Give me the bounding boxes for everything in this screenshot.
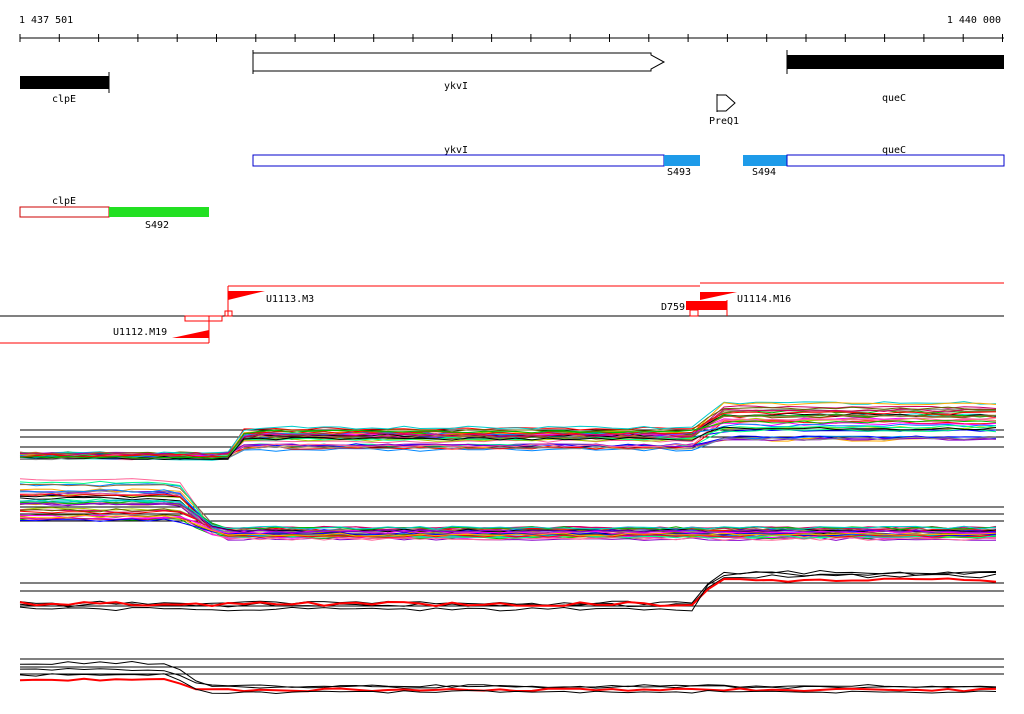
segment-d759-marker — [689, 309, 699, 317]
expression-panel-upstep — [19, 401, 1004, 461]
profile-curve — [19, 514, 997, 537]
profile-curve — [19, 411, 997, 458]
transcript-track: ykvI S493 S494 queC clpE S492 — [19, 145, 1005, 231]
profile-curve-selected — [19, 577, 997, 608]
expression-panel-downstep-selected — [19, 658, 1004, 695]
profile-curve — [19, 426, 997, 460]
segmentation-track: U1113.M3 U1112.M19 D759 U1114.M16 — [0, 282, 1004, 344]
segment-u1112-marker — [184, 315, 223, 322]
ruler-start-label: 1 437 501 — [19, 15, 73, 26]
transcript-clpE[interactable] — [19, 206, 110, 218]
profile-curve-selected — [19, 677, 997, 693]
utr-s492[interactable] — [109, 207, 209, 217]
utr-s492-label: S492 — [145, 220, 169, 231]
profile-curve — [19, 414, 997, 456]
utr-s494[interactable] — [743, 155, 787, 166]
riboswitch-preq1-label: PreQ1 — [709, 116, 739, 127]
profile-curve-selected — [19, 660, 997, 689]
utr-s493[interactable] — [664, 155, 700, 166]
profile-curve — [19, 518, 997, 537]
transcript-ykvI[interactable] — [252, 154, 665, 167]
segment-u1113-marker — [224, 310, 233, 317]
profile-curve — [19, 483, 997, 533]
segment-u1114-label: U1114.M16 — [737, 294, 791, 305]
profile-curve — [19, 492, 997, 534]
segment-u1112-flag[interactable] — [172, 330, 209, 338]
segment-u1113-flag[interactable] — [228, 291, 265, 300]
profile-curve — [19, 420, 997, 460]
gene-queC[interactable] — [787, 55, 1004, 69]
expression-panel-upstep-selected — [19, 569, 1004, 612]
segment-u1113-label: U1113.M3 — [266, 294, 314, 305]
profile-curve-selected — [19, 569, 997, 606]
gene-queC-label: queC — [882, 93, 906, 104]
gene-clpE[interactable] — [20, 76, 109, 89]
gene-clpE-label: clpE — [52, 94, 76, 105]
transcript-clpE-label: clpE — [52, 196, 76, 207]
ruler-ticks — [19, 34, 1003, 42]
profile-curve — [19, 492, 997, 541]
segment-u1112-label: U1112.M19 — [113, 327, 167, 338]
transcript-ykvI-label: ykvI — [444, 145, 468, 156]
profile-curve-selected — [19, 673, 997, 695]
gene-ykvI-arrow[interactable] — [252, 52, 666, 72]
profile-curve-selected — [19, 667, 997, 688]
transcript-queC[interactable] — [786, 154, 1005, 167]
ruler-end-label: 1 440 000 — [947, 15, 1001, 26]
segment-d759-label: D759 — [661, 302, 685, 313]
coordinate-ruler: 1 437 501 1 440 000 — [19, 15, 1004, 42]
utr-s494-label: S494 — [752, 167, 776, 178]
transcript-queC-label: queC — [882, 145, 906, 156]
expression-panel-downstep — [19, 478, 1004, 541]
segment-d759-box[interactable] — [686, 301, 727, 310]
profile-curve-selected — [19, 571, 997, 612]
profile-curve — [19, 406, 997, 459]
segment-u1114-flag[interactable] — [700, 292, 737, 300]
gene-track: clpE ykvI queC PreQ1 — [20, 50, 1004, 127]
profile-curve — [19, 493, 997, 538]
profile-curve — [19, 483, 997, 532]
riboswitch-preq1-icon[interactable] — [716, 94, 736, 112]
profile-curve — [19, 502, 997, 534]
utr-s493-label: S493 — [667, 167, 691, 178]
gene-ykvI-label: ykvI — [444, 81, 468, 92]
profile-curve — [19, 499, 997, 530]
